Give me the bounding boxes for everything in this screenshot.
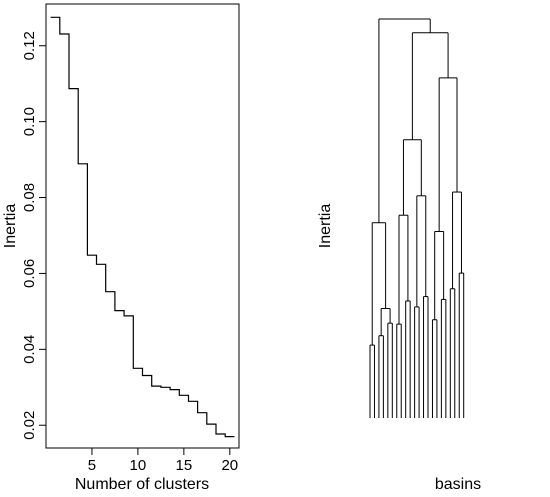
x-tick-label: 10 [130,457,147,474]
x-axis: 5 10 15 20 [88,448,238,474]
dendrogram-y-label: Inertia [317,204,334,249]
dendrogram-tree [369,18,465,418]
inertia-step-line [50,16,235,438]
y-tick-label: 0.06 [21,259,38,288]
inertia-chart: 0.02 0.04 0.06 0.08 0.10 0.12 5 10 15 20 Number … [2,3,240,493]
y-tick-label: 0.04 [21,335,38,364]
dendrogram-chart: basins Inertia [317,18,481,493]
y-axis-label: Inertia [2,204,19,249]
x-tick-label: 15 [176,457,193,474]
y-tick-label: 0.10 [21,107,38,136]
y-tick-label: 0.12 [21,31,38,60]
x-tick-label: 5 [88,457,96,474]
x-tick-label: 20 [221,457,238,474]
dendrogram-x-label: basins [435,476,481,493]
y-axis: 0.02 0.04 0.06 0.08 0.10 0.12 [21,31,46,440]
plot-frame [45,3,240,449]
x-axis-label: Number of clusters [75,476,209,493]
y-tick-label: 0.08 [21,183,38,212]
y-tick-label: 0.02 [21,411,38,440]
